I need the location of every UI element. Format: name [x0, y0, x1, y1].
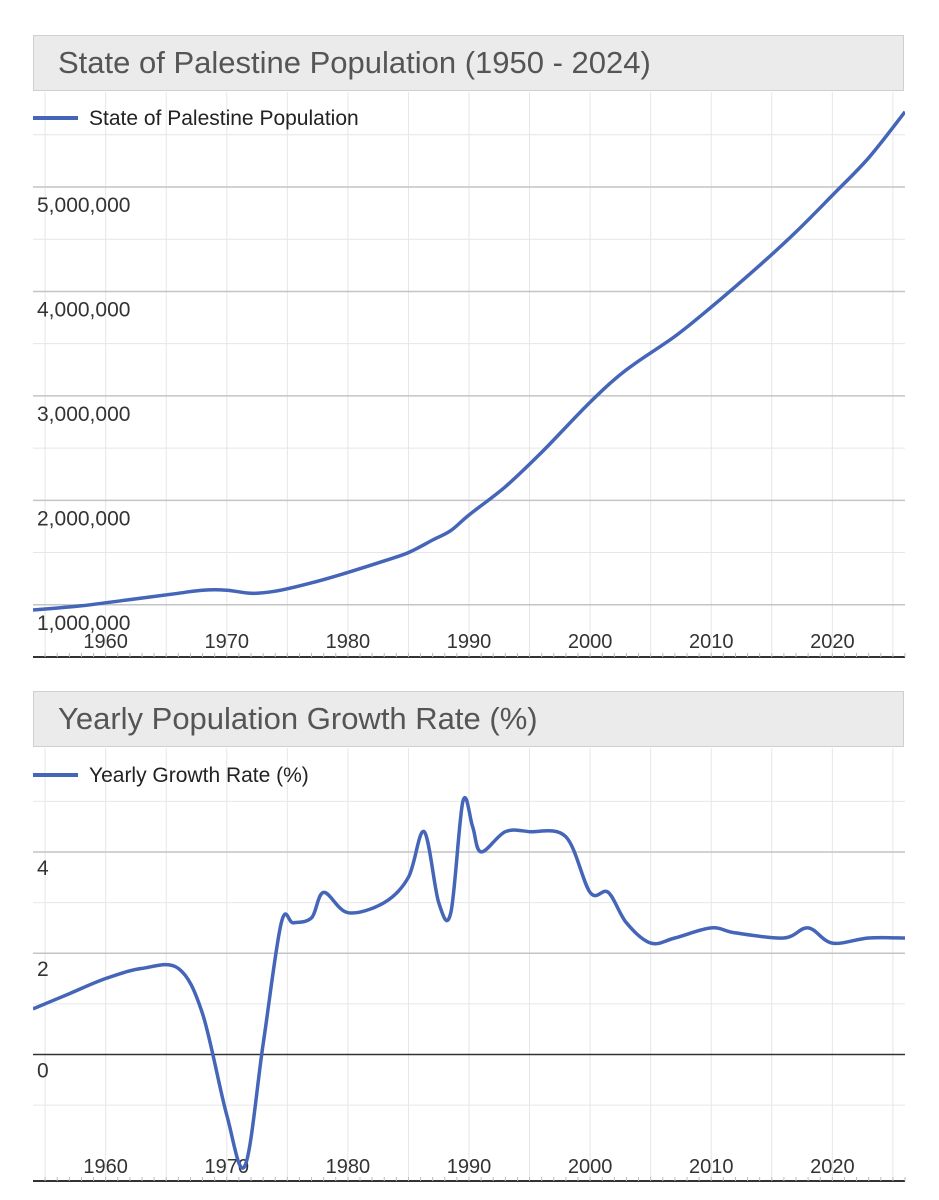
- legend-label: Yearly Growth Rate (%): [89, 764, 309, 787]
- x-tick-label: 1960: [83, 1156, 128, 1178]
- x-tick-label: 1970: [205, 631, 250, 653]
- legend-label: State of Palestine Population: [89, 107, 359, 130]
- y-tick-label: 4: [37, 857, 49, 880]
- y-tick-label: 0: [37, 1059, 49, 1082]
- x-tick-label: 1960: [83, 631, 128, 653]
- x-tick-label: 2020: [810, 631, 855, 653]
- y-tick-label: 2,000,000: [37, 507, 130, 530]
- x-tick-label: 2000: [568, 631, 613, 653]
- growth-chart-panel: Yearly Population Growth Rate (%) 0 2 4 196…: [0, 665, 939, 1200]
- y-tick-label: 5,000,000: [37, 194, 130, 217]
- chart-title: Yearly Population Growth Rate (%): [33, 691, 904, 747]
- x-tick-label: 1980: [326, 1156, 371, 1178]
- x-tick-label: 2010: [689, 631, 734, 653]
- x-tick-label: 1980: [326, 631, 371, 653]
- population-chart-panel: State of Palestine Population (1950 - 20…: [33, 35, 906, 658]
- y-tick-label: 3,000,000: [37, 403, 130, 426]
- x-tick-label: 2020: [810, 1156, 855, 1178]
- population-chart: 1,000,000 2,000,000 3,000,000 4,000,000 5,00…: [33, 92, 906, 658]
- x-tick-label: 2010: [689, 1156, 734, 1178]
- x-tick-label: 1990: [447, 1156, 492, 1178]
- y-tick-label: 4,000,000: [37, 298, 130, 321]
- x-tick-label: 1990: [447, 631, 492, 653]
- series-line: [33, 110, 905, 612]
- x-tick-label: 2000: [568, 1156, 613, 1178]
- chart-title: State of Palestine Population (1950 - 20…: [33, 35, 904, 91]
- y-tick-label: 1,000,000: [37, 612, 130, 635]
- series-line: [33, 796, 905, 1170]
- y-tick-label: 2: [37, 958, 49, 981]
